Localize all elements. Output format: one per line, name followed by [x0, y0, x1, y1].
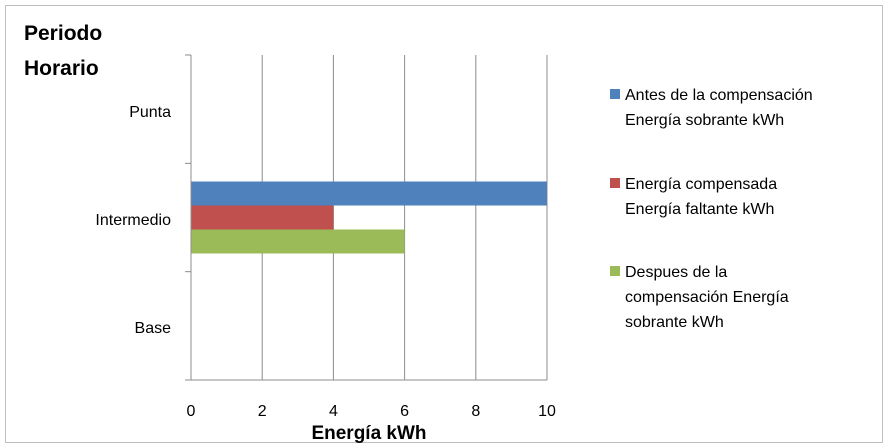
- axis-title-line-1: Periodo: [24, 22, 102, 45]
- category-label-intermedio: Intermedio: [95, 212, 171, 229]
- axes: [185, 54, 547, 381]
- bars: [191, 181, 547, 254]
- legend-label-antes-line-1: Antes de la compensación: [625, 87, 813, 104]
- x-tick-label-6: 6: [400, 403, 409, 420]
- bar-intermedio-series-3: [191, 229, 405, 254]
- legend-label-despues-line-3: sobrante kWh: [625, 314, 724, 331]
- x-tick-label-4: 4: [329, 403, 338, 420]
- legend-swatch-compensada: [610, 178, 620, 188]
- bar-intermedio-series-2: [191, 205, 334, 230]
- category-label-base: Base: [135, 320, 172, 337]
- legend-label-compensada-line-2: Energía faltante kWh: [625, 201, 774, 218]
- legend-label-despues-line-2: compensación Energía: [625, 289, 789, 306]
- x-tick-label-10: 10: [538, 403, 556, 420]
- legend-label-despues-line-1: Despues de la: [625, 264, 727, 281]
- legend-swatch-antes: [610, 89, 620, 99]
- category-label-punta: Punta: [129, 104, 171, 121]
- chart-frame: [5, 5, 883, 443]
- x-tick-label-0: 0: [187, 403, 196, 420]
- x-tick-label-8: 8: [471, 403, 480, 420]
- x-tick-labels: 0 2 4 6 8 10: [187, 403, 556, 420]
- legend-label-compensada-line-1: Energía compensada: [625, 176, 777, 193]
- x-axis-label: Energía kWh: [311, 423, 426, 444]
- axis-title-line-2: Horario: [24, 57, 99, 80]
- legend: Antes de la compensación Energía sobrant…: [610, 87, 813, 331]
- legend-label-antes-line-2: Energía sobrante kWh: [625, 112, 784, 129]
- bar-intermedio-series-1: [191, 181, 547, 206]
- legend-swatch-despues: [610, 266, 620, 276]
- x-tick-label-2: 2: [258, 403, 267, 420]
